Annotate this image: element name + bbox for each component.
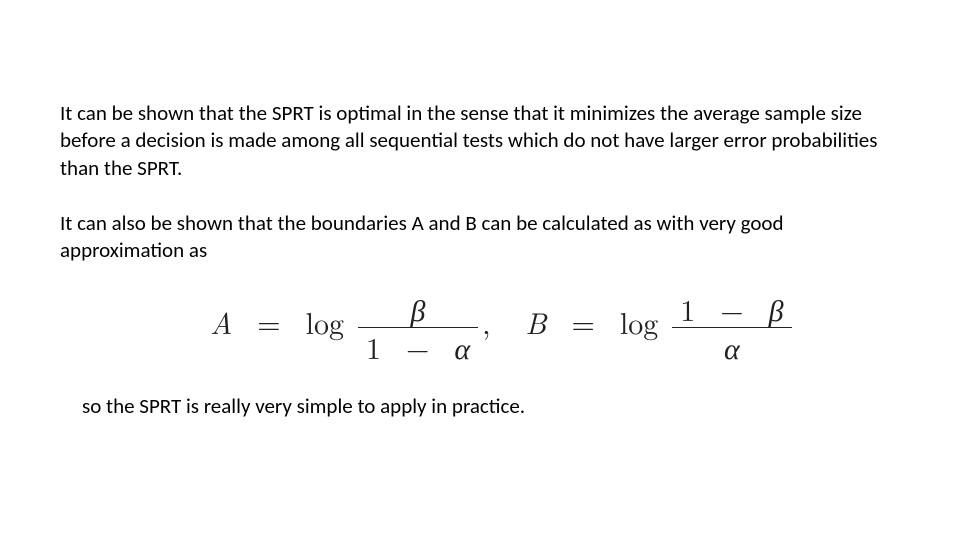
- fraction-B: 1 − β α: [672, 292, 791, 363]
- log-1: log: [306, 300, 344, 343]
- var-A: A: [210, 300, 232, 343]
- minus-denA: [391, 325, 406, 368]
- paragraph-boundaries-intro: It can also be shown that the boundaries…: [60, 210, 900, 265]
- paragraph-optimality: It can be shown that the SPRT is optimal…: [60, 100, 900, 182]
- one-denA: 1: [366, 325, 381, 368]
- alpha-denB: α: [724, 325, 740, 368]
- beta-numB: β: [769, 287, 784, 330]
- comma-sep: ,: [482, 300, 490, 343]
- sprt-boundary-formula: A = log β 1 − α , B = log 1 − β: [210, 300, 796, 343]
- minus-denA-sym: −: [406, 325, 429, 368]
- eq-sign-1: =: [257, 300, 280, 343]
- beta-num: β: [411, 287, 426, 330]
- log-2: log: [620, 300, 658, 343]
- paragraph-closing: so the SPRT is really very simple to app…: [60, 393, 900, 420]
- one-numB: 1: [680, 287, 695, 330]
- formula-block: A = log β 1 − α , B = log 1 − β: [60, 292, 960, 363]
- eq-sign-2: =: [572, 300, 595, 343]
- slide: It can be shown that the SPRT is optimal…: [0, 0, 960, 540]
- fraction-A: β 1 − α: [358, 292, 478, 363]
- var-B: B: [525, 300, 546, 343]
- minus-numB-sym: −: [720, 287, 743, 330]
- alpha-denA: α: [454, 325, 470, 368]
- equals-1: [242, 300, 257, 343]
